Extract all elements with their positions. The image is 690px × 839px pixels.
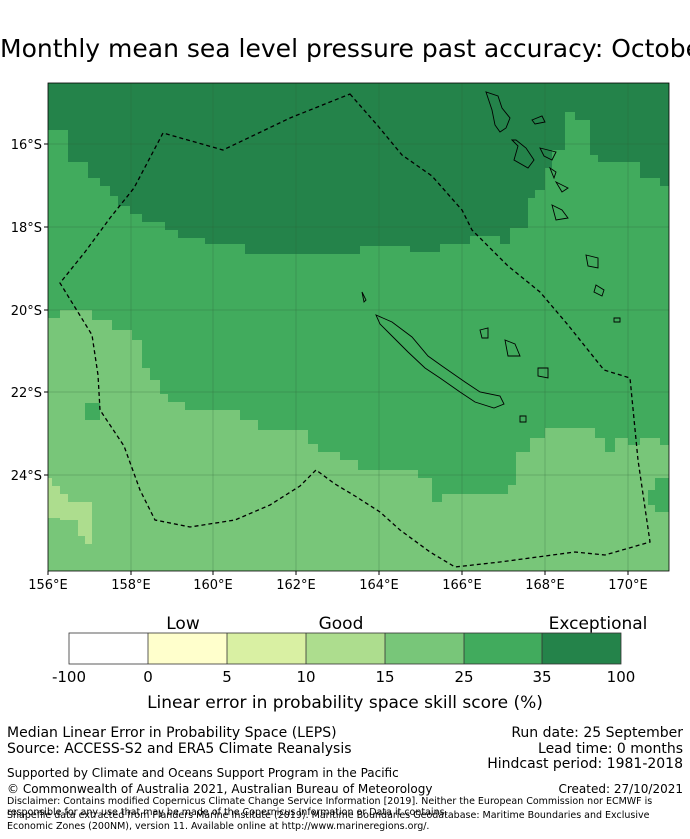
colorbar-tick: 35 xyxy=(532,668,551,686)
x-tick-label: 164°E xyxy=(359,578,399,593)
colorbar-tick: 25 xyxy=(454,668,473,686)
footer-created: Created: 27/10/2021 xyxy=(558,782,683,796)
x-tick-label: 156°E xyxy=(28,578,68,593)
colorbar-segment xyxy=(306,633,385,664)
x-tick-label: 160°E xyxy=(193,578,233,593)
colorbar-tick: 5 xyxy=(222,668,232,686)
footer-method: Median Linear Error in Probability Space… xyxy=(7,725,337,741)
footer-copyright: © Commonwealth of Australia 2021, Austra… xyxy=(7,782,433,796)
colorbar-segment xyxy=(385,633,464,664)
colorbar-tick: 15 xyxy=(375,668,394,686)
footer-lead-time: Lead time: 0 months xyxy=(538,741,683,757)
y-tick-label: 18°S xyxy=(11,221,42,236)
footer-hindcast: Hindcast period: 1981-2018 xyxy=(487,756,683,772)
colorbar-tick: 100 xyxy=(607,668,636,686)
colorbar-tick: 10 xyxy=(296,668,315,686)
y-tick-label: 22°S xyxy=(11,386,42,401)
colorbar-category-label: Low xyxy=(166,614,200,634)
footer-support: Supported by Climate and Oceans Support … xyxy=(7,766,399,780)
footer-source: Source: ACCESS-S2 and ERA5 Climate Reana… xyxy=(7,741,352,757)
skill-field xyxy=(48,83,669,571)
footer-run-date: Run date: 25 September xyxy=(511,725,683,741)
x-tick-label: 166°E xyxy=(442,578,482,593)
colorbar-segment xyxy=(227,633,306,664)
colorbar-title: Linear error in probability space skill … xyxy=(147,693,543,713)
colorbar-segment xyxy=(464,633,542,664)
x-tick-label: 158°E xyxy=(111,578,151,593)
footer-shapefile: Shapefile data extracted from Flanders M… xyxy=(7,810,650,832)
y-tick-label: 20°S xyxy=(11,304,42,319)
footer-disclaimer: Disclaimer: Contains modified Copernicus… xyxy=(7,796,653,818)
skill-region-darkest xyxy=(48,83,669,254)
colorbar-segment xyxy=(148,633,227,664)
colorbar: Low Good Exceptional -100 0 5 10 15 25 3… xyxy=(52,614,647,686)
colorbar-tick: 0 xyxy=(143,668,153,686)
eez-boundary xyxy=(59,93,651,568)
colorbar-segment xyxy=(542,633,621,664)
map-title: Monthly mean sea level pressure past acc… xyxy=(0,34,690,63)
x-tick-label: 162°E xyxy=(276,578,316,593)
y-tick-label: 24°S xyxy=(11,469,42,484)
colorbar-tick: -100 xyxy=(52,668,86,686)
x-tick-label: 168°E xyxy=(525,578,565,593)
y-tick-label: 16°S xyxy=(11,138,42,153)
map-frame xyxy=(47,82,670,572)
colorbar-category-label: Good xyxy=(319,614,364,634)
colorbar-segment xyxy=(69,633,148,664)
skill-region-light xyxy=(48,478,92,544)
colorbar-category-label: Exceptional xyxy=(549,614,648,634)
coastlines xyxy=(361,91,621,423)
x-tick-label: 170°E xyxy=(608,578,648,593)
